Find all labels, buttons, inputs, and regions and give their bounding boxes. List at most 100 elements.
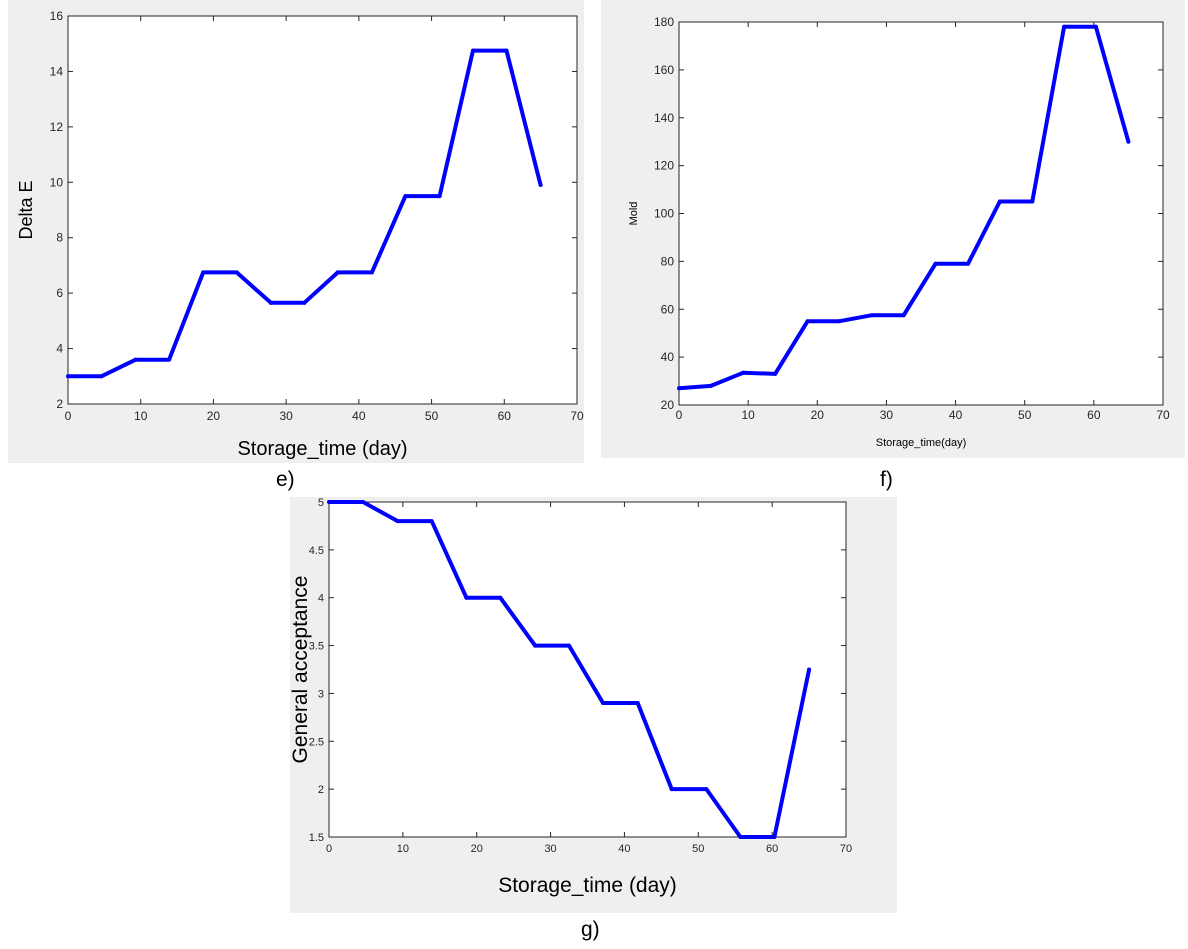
data-point (772, 835, 777, 839)
y-tick-label: 4 (56, 342, 63, 356)
data-point (167, 357, 172, 362)
x-tick-label: 10 (397, 843, 409, 855)
data-point (635, 701, 640, 705)
x-tick-label: 50 (692, 843, 704, 855)
x-tick-label: 30 (279, 409, 293, 423)
x-tick-label: 10 (741, 408, 755, 422)
data-point (773, 371, 778, 376)
data-point (669, 787, 674, 792)
data-point (997, 199, 1002, 204)
data-point (498, 595, 503, 600)
data-point (807, 667, 812, 672)
y-tick-label: 8 (56, 231, 63, 245)
data-point (335, 270, 340, 275)
y-axis-label: General acceptance (289, 576, 312, 764)
panel-label-g: g) (581, 918, 600, 941)
x-tick-label: 60 (1087, 408, 1101, 422)
y-tick-label: 160 (654, 63, 674, 77)
data-point (708, 383, 713, 388)
data-point (966, 261, 971, 266)
x-tick-label: 50 (425, 409, 439, 423)
y-tick-label: 40 (661, 350, 675, 364)
data-point (429, 519, 434, 524)
y-tick-label: 4 (318, 593, 324, 605)
x-tick-label: 50 (1018, 408, 1032, 422)
data-point (403, 194, 408, 199)
y-tick-label: 80 (661, 254, 675, 268)
y-tick-label: 10 (50, 175, 64, 189)
plot-area (328, 501, 847, 838)
y-tick-label: 3 (318, 688, 324, 700)
data-point (201, 270, 206, 275)
y-tick-label: 1.5 (309, 832, 324, 844)
x-tick-label: 70 (840, 843, 852, 855)
y-tick-label: 6 (56, 286, 63, 300)
data-point (99, 374, 104, 379)
data-point (704, 787, 709, 792)
panel-label-e: e) (276, 468, 295, 491)
x-tick-label: 10 (134, 409, 148, 423)
x-axis-label: Storage_time(day) (876, 437, 967, 449)
y-tick-label: 16 (50, 9, 64, 23)
data-point (369, 270, 374, 275)
data-point (538, 183, 543, 188)
data-point (738, 835, 743, 839)
x-tick-label: 40 (352, 409, 366, 423)
x-axis-label: Storage_time (day) (237, 438, 407, 460)
data-point (234, 270, 239, 275)
data-point (533, 643, 538, 648)
x-tick-label: 70 (570, 409, 584, 423)
data-point (677, 386, 681, 391)
x-tick-label: 20 (811, 408, 825, 422)
x-tick-label: 0 (676, 408, 683, 422)
x-tick-label: 40 (618, 843, 630, 855)
y-tick-label: 20 (661, 398, 675, 412)
data-point (66, 374, 70, 379)
x-tick-label: 30 (544, 843, 556, 855)
y-tick-label: 4.5 (309, 545, 324, 557)
x-tick-label: 0 (326, 843, 332, 855)
data-point (1062, 24, 1067, 29)
y-tick-label: 60 (661, 302, 675, 316)
data-point (360, 500, 365, 504)
data-point (901, 313, 906, 318)
plot-area (67, 15, 578, 405)
data-point (464, 595, 469, 600)
x-tick-label: 20 (471, 843, 483, 855)
x-tick-label: 0 (65, 409, 72, 423)
y-tick-label: 2 (318, 784, 324, 796)
data-point (327, 500, 331, 504)
plot-area (678, 21, 1164, 406)
y-tick-label: 120 (654, 159, 674, 173)
data-point (133, 357, 138, 362)
data-point (302, 300, 307, 305)
y-tick-label: 12 (50, 120, 64, 134)
x-axis-label: Storage_time (day) (498, 874, 677, 897)
y-axis-label: Mold (628, 202, 640, 226)
y-tick-label: 5 (318, 497, 324, 509)
data-point (601, 701, 606, 705)
x-tick-label: 40 (949, 408, 963, 422)
x-tick-label: 60 (498, 409, 512, 423)
data-point (933, 261, 938, 266)
data-point (437, 194, 442, 199)
data-point (741, 370, 746, 375)
y-tick-label: 14 (50, 64, 64, 78)
y-tick-label: 2 (56, 397, 63, 411)
y-tick-label: 2.5 (309, 736, 324, 748)
y-tick-label: 180 (654, 15, 674, 29)
x-tick-label: 60 (766, 843, 778, 855)
x-tick-label: 70 (1156, 408, 1170, 422)
panel-label-f: f) (880, 468, 893, 491)
data-point (869, 313, 874, 318)
data-point (504, 48, 509, 53)
x-tick-label: 30 (880, 408, 894, 422)
data-point (837, 319, 842, 324)
data-point (1126, 139, 1131, 144)
x-tick-label: 20 (207, 409, 221, 423)
y-tick-label: 100 (654, 207, 674, 221)
data-point (805, 319, 810, 324)
data-point (395, 519, 400, 524)
